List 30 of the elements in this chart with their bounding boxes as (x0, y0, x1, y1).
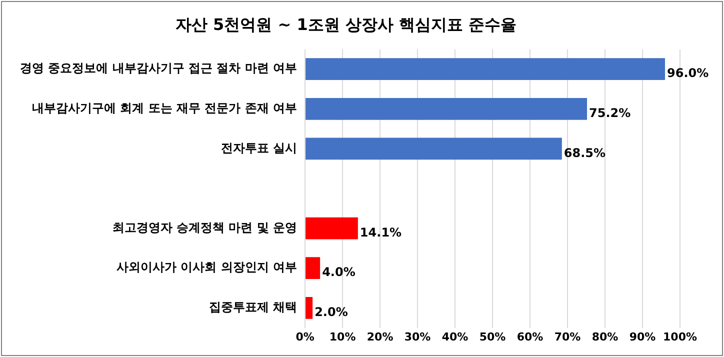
bar (306, 217, 358, 240)
y-tick-label: 사외이사가 이사회 의장인지 여부 (116, 260, 298, 274)
y-tick-label: 집중투표제 채택 (208, 300, 298, 314)
x-tick-label: 60% (516, 330, 544, 344)
x-tick-label: 30% (404, 330, 431, 344)
y-tick-label: 경영 중요정보에 내부감사기구 접근 절차 마련 여부 (20, 61, 298, 76)
x-tick-label: 90% (629, 330, 656, 344)
x-tick-label: 10% (329, 330, 356, 344)
x-tick-label: 40% (442, 330, 468, 344)
x-tick-label: 70% (554, 330, 581, 344)
bar (306, 296, 313, 319)
bar (306, 58, 666, 80)
data-label: 68.5% (564, 146, 606, 160)
bar (306, 98, 588, 120)
data-label: 14.1% (360, 225, 402, 240)
chart-title: 자산 5천억원 ~ 1조원 상장사 핵심지표 준수율 (175, 14, 517, 34)
x-tick-label: 20% (366, 330, 394, 344)
bar (306, 138, 562, 160)
y-tick-label: 최고경영자 승계정책 마련 및 운영 (112, 220, 298, 234)
x-tick-label: 50% (479, 330, 506, 344)
bar (306, 257, 320, 280)
x-tick-label: 100% (663, 330, 697, 344)
data-label: 2.0% (314, 305, 348, 320)
y-tick-label: 전자투표 실시 (220, 140, 298, 155)
data-label: 4.0% (322, 265, 356, 280)
x-tick-label: 80% (592, 330, 618, 344)
y-tick-label: 내부감사기구에 회계 또는 재무 전문가 존재 여부 (32, 101, 298, 116)
x-tick-label: 0% (296, 330, 314, 344)
data-label: 75.2% (589, 106, 631, 120)
data-label: 96.0% (667, 66, 709, 80)
